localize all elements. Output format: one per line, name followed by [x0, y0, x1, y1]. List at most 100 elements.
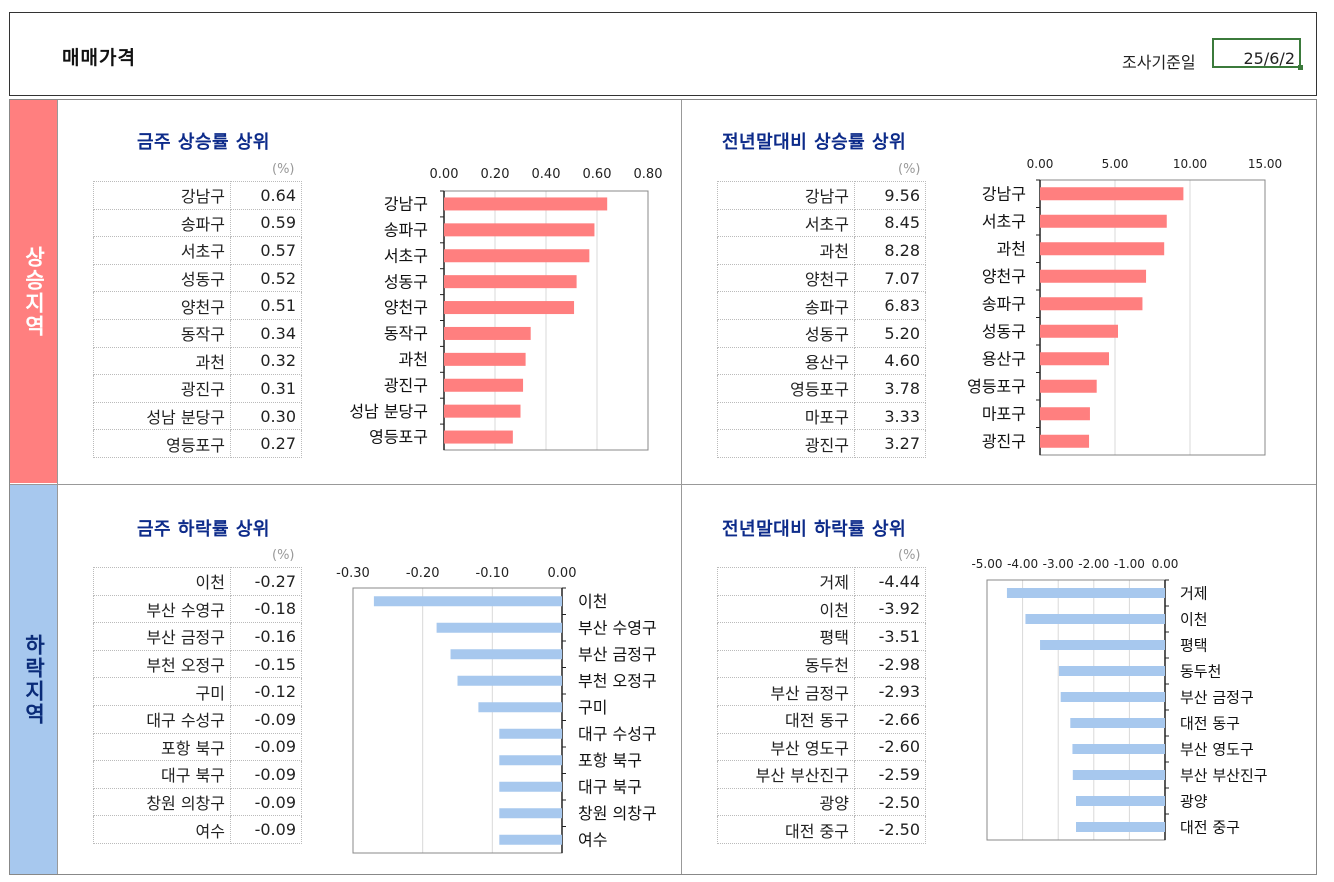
change-value: 0.32	[230, 346, 302, 376]
table-row: 영등포구 0.27	[93, 429, 302, 458]
change-value: 0.31	[230, 374, 302, 403]
region-name: 과천	[717, 236, 855, 265]
x-tick-label: 0.40	[532, 167, 561, 182]
change-value: -2.93	[854, 677, 926, 706]
region-name: 동두천	[717, 649, 855, 679]
table-row: 송파구 6.83	[717, 291, 926, 320]
bar	[444, 430, 513, 444]
x-tick-label: 0.60	[583, 167, 612, 182]
x-tick-label: -0.30	[336, 566, 370, 581]
change-value: -0.18	[230, 594, 302, 624]
weekly-down-unit: (%)	[272, 548, 295, 563]
region-name: 서초구	[93, 236, 231, 265]
main-frame	[9, 99, 1317, 875]
rising-regions-label: 상승지역	[10, 100, 57, 483]
bar	[444, 301, 575, 315]
change-value: -2.60	[854, 732, 926, 762]
category-label: 동작구	[384, 324, 428, 343]
change-value: -2.50	[854, 787, 926, 817]
table-row: 부산 금정구 -2.93	[717, 677, 926, 706]
region-name: 대전 동구	[717, 704, 855, 734]
x-tick-label: -2.00	[1078, 557, 1109, 571]
bar	[1060, 692, 1165, 702]
region-name: 구미	[93, 677, 231, 706]
bar	[373, 596, 562, 607]
table-row: 강남구 0.64	[93, 181, 302, 210]
category-label: 부산 금정구	[578, 645, 657, 664]
region-name: 광진구	[717, 429, 855, 458]
change-value: 3.27	[854, 429, 926, 458]
change-value: -3.92	[854, 594, 926, 624]
category-label: 강남구	[982, 184, 1026, 203]
x-tick-label: -5.00	[971, 557, 1002, 571]
region-name: 포항 북구	[93, 732, 231, 762]
change-value: 0.34	[230, 318, 302, 348]
x-tick-label: -0.10	[476, 566, 510, 581]
region-name: 광진구	[93, 374, 231, 403]
region-name: 양천구	[93, 291, 231, 320]
category-label: 마포구	[982, 404, 1026, 423]
table-row: 광진구 0.31	[93, 374, 302, 403]
category-label: 용산구	[982, 349, 1026, 368]
ytd-down-table: 거제 -4.44 이천 -3.92 평택 -3.51 동두천 -2.98 부산 금정구 -2.93…	[717, 567, 926, 844]
region-name: 대구 수성구	[93, 704, 231, 734]
table-row: 대구 수성구 -0.09	[93, 704, 302, 734]
table-row: 대전 중구 -2.50	[717, 815, 926, 844]
region-name: 부산 수영구	[93, 594, 231, 624]
bar	[1076, 822, 1165, 832]
weekly-down-title: 금주 하락률 상위	[137, 519, 270, 540]
x-tick-label: -1.00	[1114, 557, 1145, 571]
change-value: -0.09	[230, 815, 302, 844]
change-value: 0.59	[230, 208, 302, 238]
bar	[450, 649, 562, 660]
x-tick-label: 0.00	[548, 566, 577, 581]
x-tick-label: 0.00	[430, 167, 459, 182]
change-value: 3.78	[854, 374, 926, 403]
bar	[1040, 407, 1090, 421]
ytd-up-chart: 0.00 5.00 10.00 15.00 강남구서초구과천양천구송파구성동구용산구영등…	[967, 157, 1282, 456]
category-label: 동두천	[1180, 662, 1221, 680]
x-tick-label: 5.00	[1102, 157, 1129, 171]
region-name: 송파구	[717, 291, 855, 320]
change-value: 0.27	[230, 429, 302, 458]
panel-vertical-divider	[681, 100, 682, 874]
table-row: 여수 -0.09	[93, 815, 302, 844]
region-name: 부산 영도구	[717, 732, 855, 762]
bar	[499, 728, 562, 739]
bar	[499, 808, 562, 819]
change-value: -0.09	[230, 704, 302, 734]
change-value: 0.52	[230, 263, 302, 293]
region-name: 거제	[717, 567, 855, 596]
region-name: 대구 북구	[93, 760, 231, 789]
survey-date-cell[interactable]: 25/6/2	[1212, 38, 1303, 70]
header-box	[9, 12, 1317, 96]
bar	[1040, 324, 1118, 338]
region-name: 영등포구	[717, 374, 855, 403]
table-row: 과천 8.28	[717, 236, 926, 265]
category-label: 부산 영도구	[1180, 740, 1254, 758]
bar	[1025, 614, 1165, 624]
change-value: 0.64	[230, 181, 302, 210]
table-row: 영등포구 3.78	[717, 374, 926, 403]
category-label: 강남구	[384, 195, 428, 214]
bar	[444, 275, 577, 289]
table-row: 광진구 3.27	[717, 429, 926, 458]
table-row: 부산 수영구 -0.18	[93, 594, 302, 624]
bar	[1072, 770, 1165, 780]
change-value: -0.09	[230, 732, 302, 762]
bar	[444, 404, 521, 418]
table-row: 광양 -2.50	[717, 787, 926, 817]
change-value: 0.57	[230, 236, 302, 265]
weekly-up-unit: (%)	[272, 162, 295, 177]
table-row: 부천 오정구 -0.15	[93, 649, 302, 679]
category-label: 광진구	[982, 432, 1026, 451]
x-tick-label: 0.20	[481, 167, 510, 182]
x-tick-label: 15.00	[1248, 157, 1282, 171]
bar	[1072, 744, 1165, 754]
bar	[1040, 269, 1147, 283]
bar	[1040, 297, 1143, 311]
change-value: -0.09	[230, 787, 302, 817]
bar	[499, 834, 562, 845]
table-row: 부산 영도구 -2.60	[717, 732, 926, 762]
ytd-down-chart: -5.00 -4.00 -3.00 -2.00 -1.00 0.00거제이천평택동두천부산…	[971, 557, 1268, 841]
